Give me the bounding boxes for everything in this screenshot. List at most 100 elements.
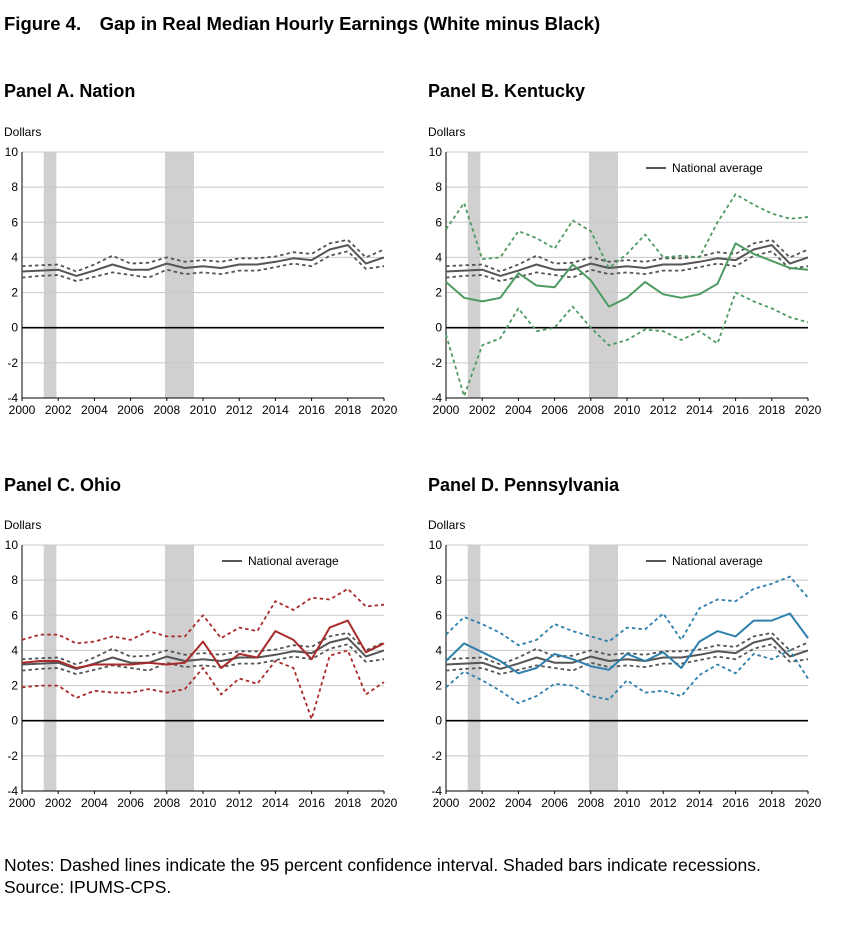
panel-d-title: Panel D. Pennsylvania (428, 475, 620, 495)
panel-a-chart: -4 -2 0 2 4 6 8 10 2000 2002 2004 2006 2008 2010 2012 2… (5, 145, 398, 417)
y-tick-label: 0 (11, 714, 18, 728)
x-tick-label: 2004 (81, 403, 108, 417)
confidence-interval-line (21, 250, 385, 283)
legend: National average (646, 161, 763, 175)
panel-b-ylabel: Dollars (428, 125, 466, 139)
y-tick-label: 4 (11, 250, 18, 264)
y-tick-label: 10 (5, 145, 19, 159)
x-tick-label: 2010 (614, 403, 641, 417)
panel-b-title: Panel B. Kentucky (428, 81, 586, 101)
series-line (445, 244, 809, 277)
panel-a-title: Panel A. Nation (4, 81, 136, 101)
panel-d-ylabel: Dollars (428, 518, 466, 532)
x-tick-label: 2014 (262, 403, 289, 417)
x-tick-label: 2012 (650, 796, 677, 810)
x-tick-label: 2020 (371, 796, 398, 810)
source-text: Source: IPUMS-CPS. (4, 877, 172, 897)
x-tick-label: 2014 (262, 796, 289, 810)
recession-bar (164, 545, 194, 791)
panel-a-ylabel: Dollars (4, 125, 42, 139)
series-line (21, 244, 385, 277)
legend-label: National average (248, 554, 339, 568)
confidence-interval-line (445, 239, 809, 273)
legend: National average (646, 554, 763, 568)
x-tick-label: 2010 (190, 796, 217, 810)
y-tick-label: 10 (429, 145, 443, 159)
x-tick-label: 2012 (226, 403, 253, 417)
confidence-interval-line (21, 643, 385, 676)
x-tick-label: 2016 (298, 796, 325, 810)
y-tick-label: 6 (435, 215, 442, 229)
x-tick-label: 2018 (758, 403, 785, 417)
panel-c-chart: -4 -2 0 2 4 6 8 10 2000 2002 2004 2006 2008 2010 2012 2… (5, 538, 398, 810)
notes-text: Notes: Dashed lines indicate the 95 perc… (4, 855, 761, 875)
panel-c-ylabel: Dollars (4, 518, 42, 532)
x-tick-label: 2008 (577, 403, 604, 417)
x-tick-label: 2006 (117, 796, 144, 810)
x-tick-label: 2008 (153, 796, 180, 810)
x-tick-label: 2010 (614, 796, 641, 810)
x-tick-label: 2018 (758, 796, 785, 810)
x-tick-label: 2008 (153, 403, 180, 417)
x-tick-label: 2016 (722, 403, 749, 417)
legend: National average (222, 554, 339, 568)
y-tick-label: 2 (11, 679, 18, 693)
x-tick-label: 2000 (433, 796, 460, 810)
y-tick-label: -2 (431, 356, 442, 370)
x-tick-label: 2014 (686, 403, 713, 417)
confidence-interval-line (21, 588, 385, 645)
x-tick-label: 2020 (795, 403, 822, 417)
x-tick-label: 2012 (226, 796, 253, 810)
x-tick-label: 2004 (505, 403, 532, 417)
confidence-interval-line (445, 193, 809, 269)
x-tick-label: 2008 (577, 796, 604, 810)
y-tick-label: 8 (11, 573, 18, 587)
confidence-interval-line (445, 291, 809, 398)
y-tick-label: 0 (11, 321, 18, 335)
series-line (445, 612, 809, 675)
x-tick-label: 2000 (9, 796, 36, 810)
x-tick-label: 2020 (371, 403, 398, 417)
y-tick-label: 10 (5, 538, 19, 552)
y-tick-label: -2 (431, 749, 442, 763)
x-tick-label: 2010 (190, 403, 217, 417)
x-tick-label: 2002 (45, 403, 72, 417)
y-tick-label: 8 (11, 180, 18, 194)
y-tick-label: 0 (435, 321, 442, 335)
y-tick-label: 6 (11, 215, 18, 229)
confidence-interval-line (445, 575, 809, 647)
recession-bar (588, 152, 618, 398)
y-tick-label: 2 (435, 286, 442, 300)
y-tick-label: -4 (431, 391, 442, 405)
x-tick-label: 2006 (541, 796, 568, 810)
y-tick-label: 2 (11, 286, 18, 300)
y-tick-label: 8 (435, 573, 442, 587)
y-tick-label: -4 (7, 784, 18, 798)
confidence-interval-line (21, 239, 385, 273)
x-tick-label: 2016 (722, 796, 749, 810)
x-tick-label: 2006 (541, 403, 568, 417)
y-tick-label: -2 (7, 356, 18, 370)
x-tick-label: 2012 (650, 403, 677, 417)
y-tick-label: -2 (7, 749, 18, 763)
x-tick-label: 2018 (334, 403, 361, 417)
x-tick-label: 2004 (81, 796, 108, 810)
y-tick-label: 10 (429, 538, 443, 552)
confidence-interval-line (445, 649, 809, 705)
x-tick-label: 2006 (117, 403, 144, 417)
x-tick-label: 2004 (505, 796, 532, 810)
figure-title: Figure 4. Gap in Real Median Hourly Earn… (4, 13, 601, 34)
x-tick-label: 2018 (334, 796, 361, 810)
x-tick-label: 2016 (298, 403, 325, 417)
recession-bar (164, 152, 194, 398)
y-tick-label: 4 (11, 643, 18, 657)
confidence-interval-line (21, 649, 385, 720)
x-tick-label: 2020 (795, 796, 822, 810)
series-line (445, 242, 809, 308)
legend-label: National average (672, 554, 763, 568)
y-tick-label: -4 (431, 784, 442, 798)
panel-c-title: Panel C. Ohio (4, 475, 122, 495)
y-tick-label: 8 (435, 180, 442, 194)
series-line (445, 637, 809, 670)
confidence-interval-line (445, 643, 809, 676)
